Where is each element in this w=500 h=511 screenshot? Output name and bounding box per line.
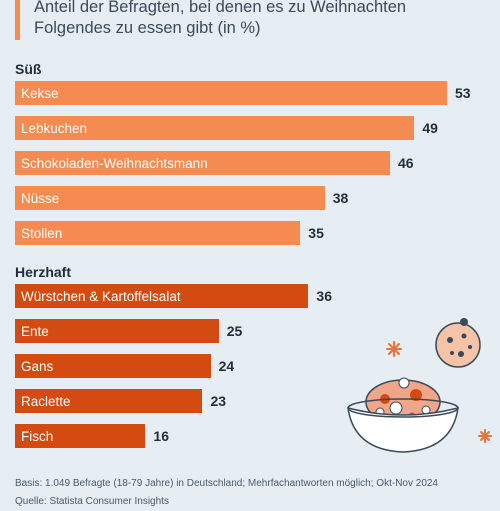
footnote-basis: Basis: 1.049 Befragte (18-79 Jahre) in D…	[15, 478, 438, 489]
bar: Fisch	[15, 424, 146, 448]
cookie-bowl-icon	[347, 318, 492, 453]
bar: Stollen	[15, 221, 301, 245]
bar-label: Ente	[21, 323, 49, 339]
bar-value-label: 35	[308, 225, 324, 241]
bar: Lebkuchen	[15, 116, 415, 140]
bar-value-label: 24	[218, 358, 235, 374]
bar-value-label: 53	[455, 85, 471, 101]
bar-label: Fisch	[21, 428, 54, 444]
footnote-source: Quelle: Statista Consumer Insights	[15, 496, 169, 507]
bar-value-label: 25	[226, 323, 243, 339]
bar: Kekse	[15, 81, 447, 105]
bar-value-label: 46	[397, 155, 414, 171]
bar-label: Gans	[21, 358, 54, 374]
bar-label: Raclette	[21, 393, 71, 409]
bar-value-label: 23	[210, 393, 227, 409]
bar: Würstchen & Kartoffelsalat	[15, 284, 309, 308]
bar: Nüsse	[15, 186, 325, 210]
bar-label: Stollen	[21, 225, 63, 241]
section-label: Süß	[15, 61, 42, 77]
bar-label: Kekse	[21, 85, 59, 101]
bar: Gans	[15, 354, 211, 378]
bar-label: Nüsse	[21, 190, 60, 206]
chart-subtitle: Anteil der Befragten, bei denen es zu We…	[34, 0, 407, 37]
footnote: Basis: 1.049 Befragte (18-79 Jahre) in D…	[15, 475, 490, 511]
subtitle-accent	[15, 0, 20, 40]
bar-value-label: 49	[422, 120, 438, 136]
bar-value-label: 36	[316, 288, 332, 304]
bar-label: Schokoladen-Weihnachtsmann	[21, 155, 208, 171]
bar: Schokoladen-Weihnachtsmann	[15, 151, 390, 175]
section-label: Herzhaft	[15, 264, 72, 280]
bar-value-label: 16	[153, 428, 169, 444]
bar: Ente	[15, 319, 219, 343]
bar-label: Würstchen & Kartoffelsalat	[21, 288, 181, 304]
bar-label: Lebkuchen	[21, 120, 88, 136]
bar-value-label: 38	[332, 190, 349, 206]
bar: Raclette	[15, 389, 203, 413]
